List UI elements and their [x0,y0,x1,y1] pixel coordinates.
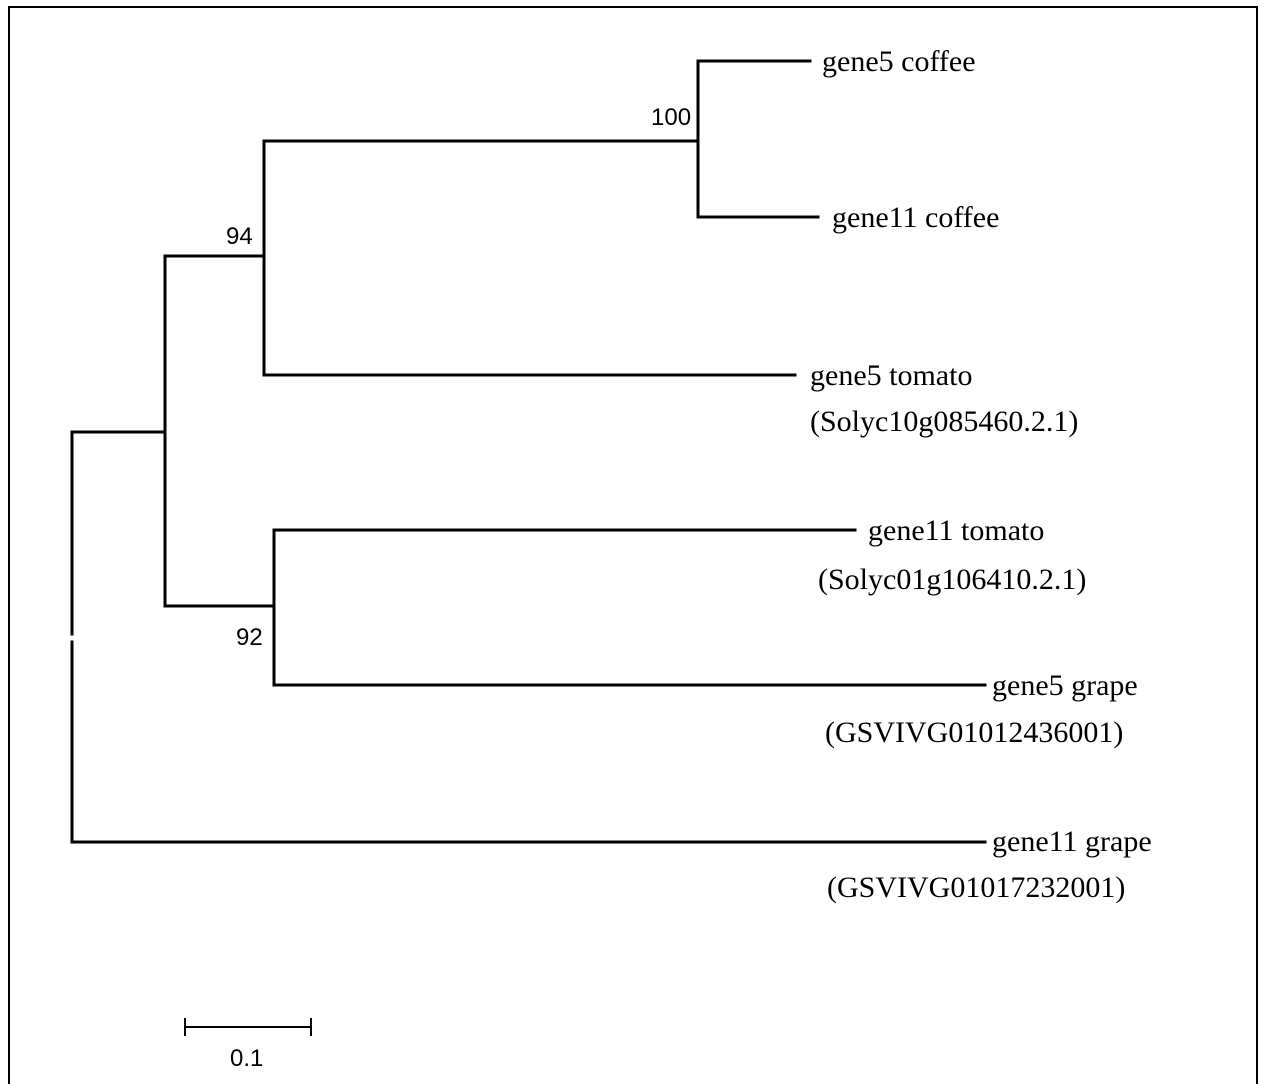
taxon-label-gene11-coffee: gene11 coffee [832,201,999,234]
support-value-92: 92 [236,624,263,651]
taxon-label-gene5-grape: gene5 grape [992,669,1138,702]
scale-bar-label: 0.1 [230,1045,263,1072]
scale-bar: 0.1 [184,1018,312,1072]
taxon-id-gene11-tomato: (Solyc01g106410.2.1) [818,563,1086,596]
support-value-100: 100 [651,104,691,131]
taxon-label-gene5-tomato: gene5 tomato [810,359,972,392]
taxon-label-gene11-tomato: gene11 tomato [868,514,1044,547]
figure-frame [8,6,1258,1084]
taxon-id-gene11-grape: (GSVIVG01017232001) [827,871,1125,904]
taxon-label-gene5-coffee: gene5 coffee [822,45,976,78]
taxon-label-gene11-grape: gene11 grape [992,825,1152,858]
taxon-id-gene5-tomato: (Solyc10g085460.2.1) [810,405,1078,438]
taxon-id-gene5-grape: (GSVIVG01012436001) [825,716,1123,749]
support-value-94: 94 [226,223,253,250]
